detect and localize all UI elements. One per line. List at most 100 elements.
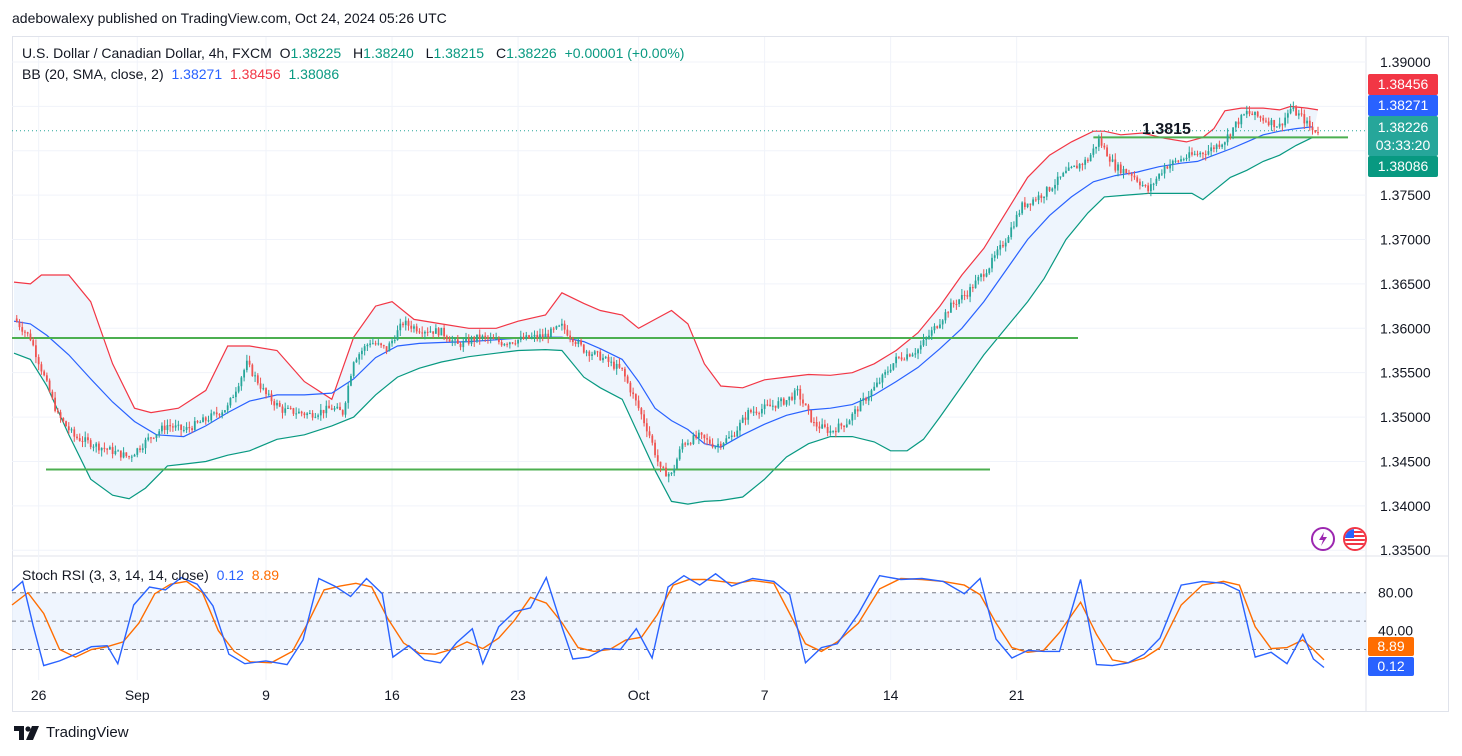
candle-body xyxy=(506,344,509,346)
candle-body xyxy=(218,414,221,416)
candle-body xyxy=(139,448,141,450)
high-label: H xyxy=(353,45,364,61)
time-tick-label: Sep xyxy=(125,687,150,703)
candle-body xyxy=(996,249,999,256)
candle-body xyxy=(780,398,782,402)
candle-body xyxy=(613,361,615,369)
candle-body xyxy=(393,340,396,342)
stoch-k-line xyxy=(11,572,1325,669)
candle-body xyxy=(204,417,207,421)
candle-body xyxy=(878,382,881,384)
us-flag-icon[interactable] xyxy=(1343,527,1367,551)
candle-body xyxy=(648,431,651,436)
candle-body xyxy=(697,432,700,438)
candle-body xyxy=(700,432,703,435)
candle-body xyxy=(1248,111,1251,114)
candle-body xyxy=(703,434,706,439)
candle-body xyxy=(1111,159,1114,162)
candle-body xyxy=(424,331,426,334)
candle-body xyxy=(385,346,388,352)
candle-body xyxy=(1015,214,1018,227)
candle-body xyxy=(1059,176,1062,178)
candle-body xyxy=(344,402,347,415)
candle-body xyxy=(54,397,56,411)
candle-body xyxy=(144,439,147,449)
candle-body xyxy=(210,413,213,421)
bb-lower-value: 1.38086 xyxy=(288,66,340,82)
candle-body xyxy=(1054,184,1056,189)
candle-body xyxy=(873,386,876,391)
candle-body xyxy=(1177,160,1180,162)
candle-body xyxy=(473,337,476,342)
candle-body xyxy=(999,244,1002,250)
candle-body xyxy=(1051,188,1054,191)
candle-body xyxy=(1007,237,1010,243)
candle-body xyxy=(536,334,539,338)
candle-body xyxy=(43,371,46,376)
candle-body xyxy=(922,339,925,346)
candle-body xyxy=(226,405,229,411)
candle-body xyxy=(755,411,758,414)
candle-body xyxy=(467,338,470,344)
candle-body xyxy=(1108,156,1111,162)
candle-body xyxy=(782,398,785,405)
candle-body xyxy=(1130,173,1133,176)
candle-body xyxy=(374,343,377,345)
candle-body xyxy=(950,302,952,313)
candle-body xyxy=(1166,166,1169,169)
candle-body xyxy=(292,408,295,414)
candle-body xyxy=(273,401,276,406)
candle-body xyxy=(1180,159,1182,162)
candle-body xyxy=(111,447,114,455)
candle-body xyxy=(98,443,100,451)
candle-body xyxy=(1311,126,1314,131)
candle-body xyxy=(1141,185,1144,187)
candle-body xyxy=(150,437,152,439)
candle-body xyxy=(347,385,350,403)
candle-body xyxy=(418,331,421,333)
price-tick-label: 1.36000 xyxy=(1380,320,1431,336)
candle-body xyxy=(377,343,380,345)
candle-body xyxy=(1002,244,1004,247)
stoch-d-badge: 8.89 xyxy=(1368,637,1414,656)
candle-body xyxy=(769,404,772,407)
candle-body xyxy=(243,370,246,378)
candle-body xyxy=(1010,227,1013,238)
candle-body xyxy=(103,447,106,449)
candle-body xyxy=(1314,130,1317,133)
candle-body xyxy=(634,394,637,401)
candle-body xyxy=(917,349,919,354)
candle-body xyxy=(1163,166,1166,174)
level-annotation[interactable]: 1.3815 xyxy=(1142,121,1191,138)
candle-body xyxy=(1210,147,1213,152)
support-resistance-lines[interactable] xyxy=(12,130,1366,471)
candle-body xyxy=(900,357,903,360)
candle-body xyxy=(1139,181,1141,186)
bollinger-basis-line xyxy=(13,126,1313,448)
candle-body xyxy=(382,345,385,347)
candle-body xyxy=(955,304,958,306)
stoch-k-value: 0.12 xyxy=(216,567,244,583)
candle-body xyxy=(591,354,593,356)
candle-body xyxy=(289,407,292,409)
candle-body xyxy=(807,405,810,411)
low-value: 1.38215 xyxy=(433,45,485,61)
candle-body xyxy=(119,450,122,458)
candle-body xyxy=(859,400,862,412)
candle-body xyxy=(771,405,774,407)
candle-body xyxy=(298,411,300,414)
candle-body xyxy=(234,391,237,398)
chart-frame xyxy=(12,36,1449,712)
candle-body xyxy=(1152,183,1155,185)
candle-body xyxy=(971,287,974,289)
candle-body xyxy=(1160,173,1163,175)
candle-body xyxy=(1188,152,1191,158)
candle-body xyxy=(662,466,665,468)
lightning-icon[interactable] xyxy=(1311,527,1335,551)
candle-body xyxy=(84,437,87,442)
candle-body xyxy=(832,430,835,432)
stoch-k-badge: 0.12 xyxy=(1368,657,1414,676)
candle-body xyxy=(939,324,941,328)
candle-body xyxy=(106,448,109,450)
